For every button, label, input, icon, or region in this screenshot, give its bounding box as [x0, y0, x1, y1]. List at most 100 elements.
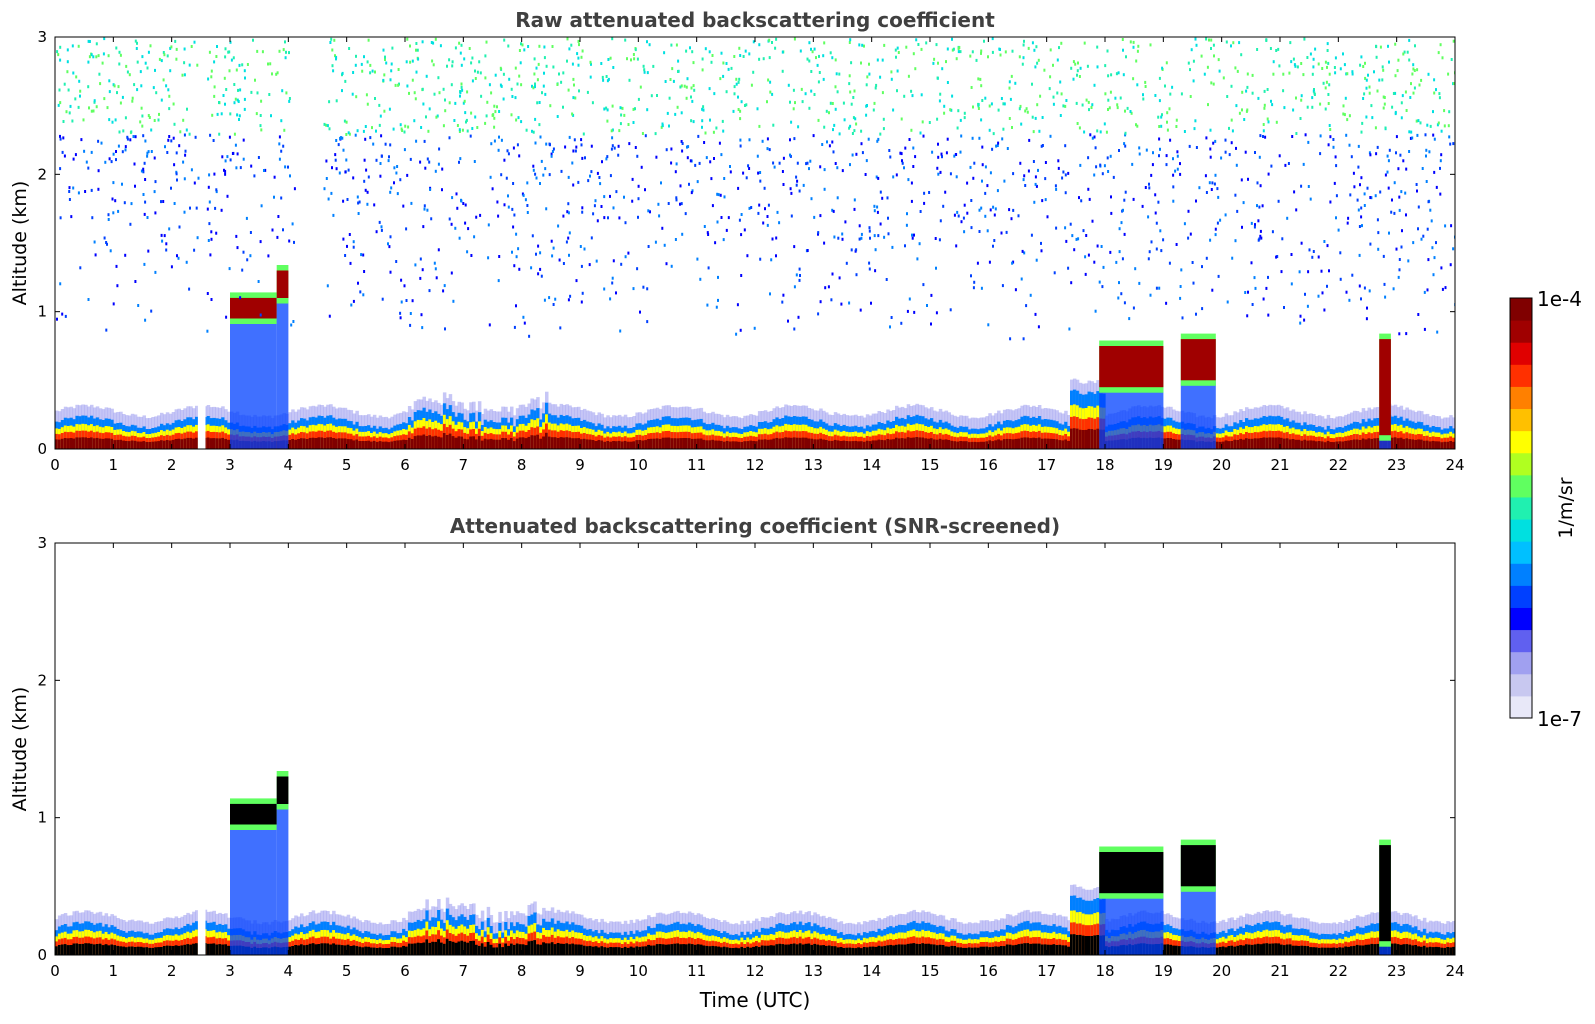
noise-speckle	[369, 64, 371, 67]
noise-speckle	[554, 298, 556, 301]
noise-speckle	[1025, 304, 1027, 307]
noise-speckle	[1344, 63, 1346, 66]
noise-speckle	[926, 304, 928, 307]
noise-speckle	[1239, 112, 1241, 115]
noise-speckle	[782, 51, 784, 54]
noise-speckle	[1377, 231, 1379, 234]
noise-speckle	[886, 278, 888, 281]
noise-speckle	[702, 105, 704, 108]
noise-speckle	[1282, 89, 1284, 92]
noise-speckle	[891, 316, 893, 319]
noise-speckle	[528, 335, 530, 338]
noise-speckle	[681, 111, 683, 114]
surface-layer-core	[148, 442, 152, 449]
noise-speckle	[995, 207, 997, 210]
noise-speckle	[365, 189, 367, 192]
noise-speckle	[395, 84, 397, 87]
noise-speckle	[709, 119, 711, 122]
noise-speckle	[1383, 107, 1385, 110]
noise-speckle	[380, 134, 382, 137]
noise-speckle	[1014, 82, 1016, 85]
noise-speckle	[882, 59, 884, 62]
noise-speckle	[754, 327, 756, 330]
noise-speckle	[243, 158, 245, 161]
noise-speckle	[906, 212, 908, 215]
noise-speckle	[1053, 96, 1055, 99]
noise-speckle	[641, 166, 643, 169]
noise-speckle	[143, 263, 145, 266]
noise-speckle	[1065, 99, 1067, 102]
noise-speckle	[639, 311, 641, 314]
noise-speckle	[823, 41, 825, 44]
noise-speckle	[570, 44, 572, 47]
noise-speckle	[1361, 131, 1363, 134]
noise-speckle	[1360, 55, 1362, 58]
noise-speckle	[1418, 206, 1420, 209]
noise-speckle	[933, 58, 935, 61]
noise-speckle	[210, 75, 212, 78]
noise-speckle	[133, 83, 135, 86]
noise-speckle	[1428, 150, 1430, 153]
noise-speckle	[1179, 162, 1181, 165]
noise-speckle	[1251, 261, 1253, 264]
noise-speckle	[335, 139, 337, 142]
noise-speckle	[474, 116, 476, 119]
noise-speckle	[950, 308, 952, 311]
noise-speckle	[237, 152, 239, 155]
noise-speckle	[1387, 171, 1389, 174]
noise-speckle	[1401, 116, 1403, 119]
noise-speckle	[1318, 63, 1320, 66]
noise-speckle	[982, 163, 984, 166]
noise-speckle	[1217, 196, 1219, 199]
noise-speckle	[498, 255, 500, 258]
noise-speckle	[97, 188, 99, 191]
noise-speckle	[184, 177, 186, 180]
noise-speckle	[552, 66, 554, 69]
noise-speckle	[441, 188, 443, 191]
noise-speckle	[176, 254, 178, 257]
noise-speckle	[1117, 106, 1119, 109]
noise-speckle	[1172, 174, 1174, 177]
noise-speckle	[452, 60, 454, 63]
noise-speckle	[913, 234, 915, 237]
noise-speckle	[1270, 100, 1272, 103]
noise-speckle	[381, 225, 383, 228]
noise-speckle	[1444, 224, 1446, 227]
noise-speckle	[429, 188, 431, 191]
noise-speckle	[920, 132, 922, 135]
noise-speckle	[628, 142, 630, 145]
noise-speckle	[1109, 251, 1111, 254]
noise-speckle	[527, 211, 529, 214]
noise-speckle	[1054, 271, 1056, 274]
noise-speckle	[1260, 184, 1262, 187]
noise-speckle	[345, 159, 347, 162]
noise-speckle	[723, 177, 725, 180]
surface-layer-core	[1303, 440, 1307, 449]
noise-speckle	[1120, 97, 1122, 100]
noise-speckle	[618, 129, 620, 132]
surface-layer-core	[326, 437, 330, 449]
noise-speckle	[562, 215, 564, 218]
noise-speckle	[1060, 42, 1062, 45]
noise-speckle	[1327, 42, 1329, 45]
noise-speckle	[421, 326, 423, 329]
noise-speckle	[1321, 67, 1323, 70]
noise-speckle	[714, 241, 716, 244]
noise-speckle	[72, 187, 74, 190]
noise-speckle	[224, 173, 226, 176]
noise-speckle	[1270, 165, 1272, 168]
noise-speckle	[826, 110, 828, 113]
noise-speckle	[1244, 291, 1246, 294]
noise-speckle	[925, 41, 927, 44]
noise-speckle	[1267, 276, 1269, 279]
noise-speckle	[284, 165, 286, 168]
noise-speckle	[958, 50, 960, 53]
noise-speckle	[611, 136, 613, 139]
noise-speckle	[1307, 106, 1309, 109]
noise-speckle	[178, 257, 180, 260]
noise-speckle	[399, 178, 401, 181]
noise-speckle	[620, 263, 622, 266]
noise-speckle	[348, 47, 350, 50]
noise-speckle	[1225, 151, 1227, 154]
noise-speckle	[807, 249, 809, 252]
